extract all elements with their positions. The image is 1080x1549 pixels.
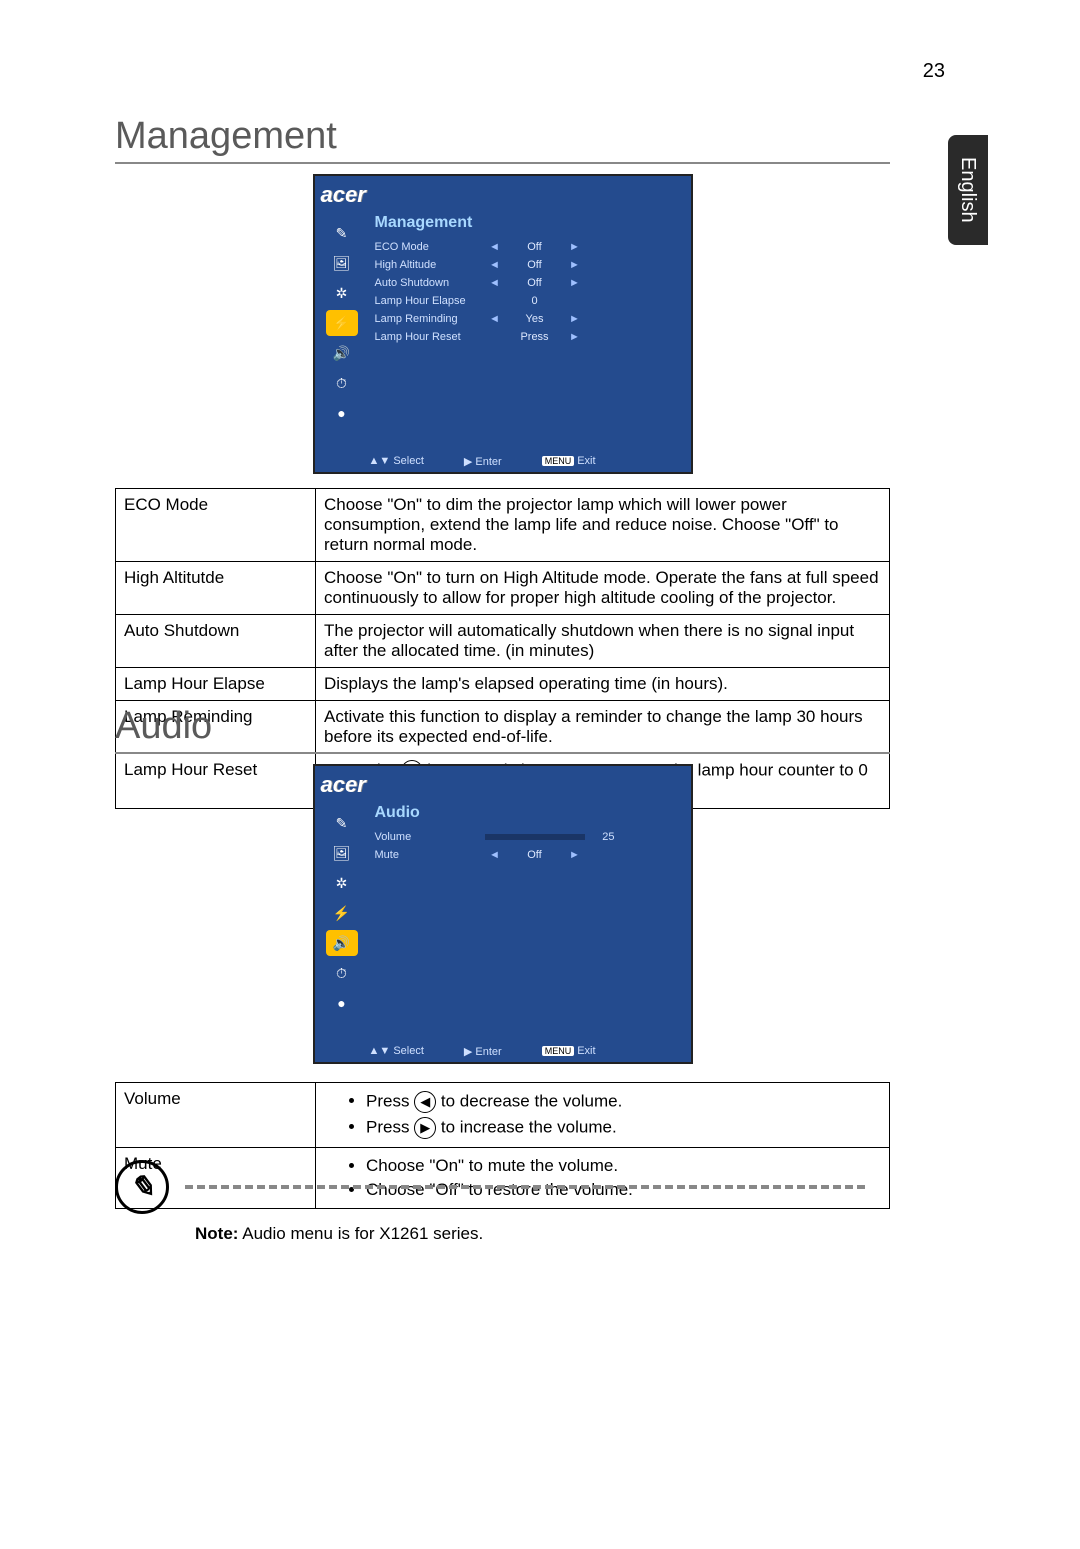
osd-mute-row: Mute ◄ Off ►	[369, 846, 683, 864]
osd-sidebar-icon: ⏱	[326, 960, 358, 986]
right-arrow-icon: ►	[565, 277, 585, 289]
right-arrow-icon: ►	[565, 331, 585, 343]
setting-name: High Altitutde	[116, 562, 316, 615]
audio-section: Audio acer ✎ 🖼 ✲ ⚡ 🔊 ⏱ ● Audio Volume 25 Mute …	[115, 705, 890, 1209]
setting-desc: Choose "On" to dim the projector lamp wh…	[316, 489, 890, 562]
osd-row-value: 0	[505, 295, 565, 307]
table-row: Lamp Hour ElapseDisplays the lamp's elap…	[116, 668, 890, 701]
osd-logo: acer	[321, 182, 366, 208]
osd-row-value: Off	[505, 277, 565, 289]
osd-row-value: Press	[505, 331, 565, 343]
note-divider	[185, 1185, 865, 1189]
osd-sidebar-icon: ⚡	[326, 310, 358, 336]
arrow-icon: ▶	[414, 1117, 436, 1139]
osd-sidebar-icon: ●	[326, 990, 358, 1016]
osd-sidebar-icon: ⚡	[326, 900, 358, 926]
audio-volume-desc: Press ◀ to decrease the volume.Press ▶ t…	[316, 1083, 890, 1148]
left-arrow-icon: ◄	[485, 241, 505, 253]
management-osd: acer ✎🖼✲⚡🔊⏱● Management ECO Mode◄Off►Hig…	[313, 174, 693, 474]
osd-sidebar-icon: 🖼	[326, 250, 358, 276]
osd-footer: ▲▼ Select ▶ Enter MENUExit	[369, 455, 683, 468]
setting-desc: The projector will automatically shutdow…	[316, 615, 890, 668]
osd-volume-bar	[485, 834, 585, 840]
table-row: Volume Press ◀ to decrease the volume.Pr…	[116, 1083, 890, 1148]
setting-desc: Displays the lamp's elapsed operating ti…	[316, 668, 890, 701]
osd-sidebar: ✎ 🖼 ✲ ⚡ 🔊 ⏱ ●	[321, 806, 363, 1038]
osd-select-hint: ▲▼ Select	[369, 1045, 424, 1058]
audio-title: Audio	[115, 705, 890, 754]
management-title: Management	[115, 115, 890, 164]
osd-select-hint: ▲▼ Select	[369, 455, 424, 468]
arrow-icon: ◀	[414, 1091, 436, 1113]
left-arrow-icon: ◄	[485, 277, 505, 289]
table-row: ECO ModeChoose "On" to dim the projector…	[116, 489, 890, 562]
osd-footer: ▲▼ Select ▶ Enter MENUExit	[369, 1045, 683, 1058]
osd-row: ECO Mode◄Off►	[369, 238, 683, 256]
osd-header: Management	[369, 212, 683, 238]
list-item: Press ▶ to increase the volume.	[366, 1115, 881, 1141]
osd-sidebar-icon: 🔊	[326, 340, 358, 366]
osd-header: Audio	[369, 802, 683, 828]
note-block: ✎ Note: Audio menu is for X1261 series.	[115, 1160, 890, 1244]
osd-sidebar-icon: ✎	[326, 810, 358, 836]
osd-enter-hint: ▶ Enter	[464, 455, 502, 468]
osd-volume-value: 25	[585, 831, 615, 843]
osd-row: High Altitude◄Off►	[369, 256, 683, 274]
osd-volume-label: Volume	[375, 831, 485, 843]
setting-name: Auto Shutdown	[116, 615, 316, 668]
osd-row-label: Lamp Reminding	[375, 313, 485, 325]
osd-volume-row: Volume 25	[369, 828, 683, 846]
osd-mute-label: Mute	[375, 849, 485, 861]
osd-exit-hint: MENUExit	[542, 455, 596, 468]
audio-volume-name: Volume	[116, 1083, 316, 1148]
osd-sidebar-icon: ✎	[326, 220, 358, 246]
osd-row: Auto Shutdown◄Off►	[369, 274, 683, 292]
left-arrow-icon: ◄	[485, 259, 505, 271]
right-arrow-icon: ►	[565, 849, 585, 861]
osd-row-label: Lamp Hour Elapse	[375, 295, 485, 307]
list-item: Press ◀ to decrease the volume.	[366, 1089, 881, 1115]
right-arrow-icon: ►	[565, 241, 585, 253]
osd-main: Audio Volume 25 Mute ◄ Off ►	[369, 802, 683, 1038]
note-icon: ✎	[115, 1160, 169, 1214]
osd-sidebar: ✎ 🖼 ✲ ⚡ 🔊 ⏱ ●	[321, 216, 363, 448]
audio-osd: acer ✎ 🖼 ✲ ⚡ 🔊 ⏱ ● Audio Volume 25 Mute ◄ Off …	[313, 764, 693, 1064]
osd-logo: acer	[321, 772, 366, 798]
language-tab: English	[948, 135, 988, 245]
osd-row-label: ECO Mode	[375, 241, 485, 253]
table-row: High AltitutdeChoose "On" to turn on Hig…	[116, 562, 890, 615]
setting-desc: Choose "On" to turn on High Altitude mod…	[316, 562, 890, 615]
osd-sidebar-icon: 🔊	[326, 930, 358, 956]
note-text: Note: Audio menu is for X1261 series.	[195, 1224, 890, 1244]
right-arrow-icon: ►	[565, 313, 585, 325]
left-arrow-icon: ◄	[485, 849, 505, 861]
osd-exit-hint: MENUExit	[542, 1045, 596, 1058]
page-number: 23	[923, 60, 945, 83]
osd-sidebar-icon: ●	[326, 400, 358, 426]
left-arrow-icon: ◄	[485, 313, 505, 325]
table-row: Auto ShutdownThe projector will automati…	[116, 615, 890, 668]
osd-row-value: Off	[505, 241, 565, 253]
osd-sidebar-icon: 🖼	[326, 840, 358, 866]
osd-row-value: Off	[505, 259, 565, 271]
right-arrow-icon: ►	[565, 259, 585, 271]
osd-main: Management ECO Mode◄Off►High Altitude◄Of…	[369, 212, 683, 448]
setting-name: ECO Mode	[116, 489, 316, 562]
osd-row: Lamp Hour Reset Press►	[369, 328, 683, 346]
osd-sidebar-icon: ⏱	[326, 370, 358, 396]
osd-enter-hint: ▶ Enter	[464, 1045, 502, 1058]
osd-row-label: High Altitude	[375, 259, 485, 271]
osd-mute-value: Off	[505, 849, 565, 861]
osd-row: Lamp Reminding◄Yes►	[369, 310, 683, 328]
osd-sidebar-icon: ✲	[326, 870, 358, 896]
osd-row-label: Auto Shutdown	[375, 277, 485, 289]
setting-name: Lamp Hour Elapse	[116, 668, 316, 701]
osd-row-label: Lamp Hour Reset	[375, 331, 485, 343]
osd-sidebar-icon: ✲	[326, 280, 358, 306]
osd-row: Lamp Hour Elapse 0	[369, 292, 683, 310]
osd-row-value: Yes	[505, 313, 565, 325]
